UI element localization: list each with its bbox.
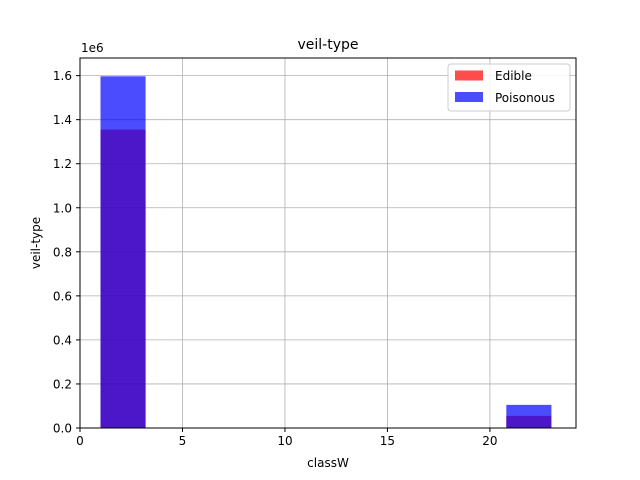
legend-label-edible: Edible — [495, 69, 532, 83]
bar-poisonous-1 — [506, 404, 552, 428]
plot-area — [80, 58, 576, 428]
y-multiplier-label: 1e6 — [81, 41, 104, 55]
y-tick-label: 0.8 — [53, 245, 72, 259]
x-tick-label: 10 — [277, 434, 292, 448]
chart-title: veil-type — [297, 37, 358, 53]
y-tick-label: 1.4 — [53, 113, 72, 127]
x-tick-label: 20 — [482, 434, 497, 448]
y-tick-label: 0.4 — [53, 333, 72, 347]
y-axis-label: veil-type — [29, 217, 43, 269]
x-tick-label: 5 — [179, 434, 187, 448]
bars-layer — [100, 76, 552, 429]
x-axis: 0 5 10 15 20 — [76, 428, 498, 448]
y-tick-label: 1.0 — [53, 201, 72, 215]
y-axis: 0.0 0.2 0.4 0.6 0.8 1.0 1.2 1.4 1.6 — [53, 69, 80, 436]
grid-lines — [79, 58, 576, 429]
legend: Edible Poisonous — [447, 63, 571, 112]
legend-swatch-edible — [455, 70, 483, 81]
bar-poisonous-0 — [100, 76, 146, 429]
x-axis-label: classW — [307, 456, 349, 470]
y-tick-label: 0.2 — [53, 377, 72, 391]
x-tick-label: 15 — [380, 434, 395, 448]
x-tick-label: 0 — [76, 434, 84, 448]
y-tick-label: 0.0 — [53, 422, 72, 436]
axes-frame — [79, 57, 577, 429]
legend-label-poisonous: Poisonous — [495, 91, 555, 105]
legend-swatch-poisonous — [455, 92, 483, 102]
y-tick-label: 0.6 — [53, 289, 72, 303]
y-tick-label: 1.2 — [53, 157, 72, 171]
y-tick-label: 1.6 — [53, 69, 72, 83]
